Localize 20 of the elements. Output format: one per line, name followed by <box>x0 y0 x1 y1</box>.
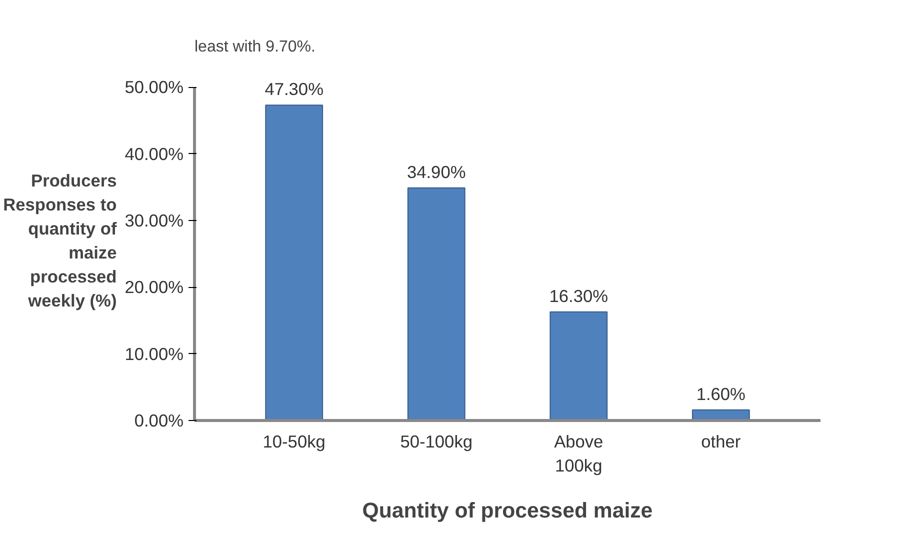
x-tick-label: other <box>701 432 741 452</box>
x-tick-label: 50-100kg <box>400 432 472 452</box>
y-axis-title: Producers Responses to quantity of maize processed weekly (%) <box>3 170 118 310</box>
x-tick-label: 10-50kg <box>262 432 326 452</box>
x-tick-label: Above 100kg <box>554 432 604 476</box>
y-tick-label: 40.00% <box>124 144 184 164</box>
y-tick-label: 50.00% <box>124 77 184 98</box>
y-tick-label: 20.00% <box>124 277 184 298</box>
data-label: 1.60% <box>696 384 746 404</box>
bar <box>265 104 324 420</box>
y-tick-label: 30.00% <box>124 210 184 230</box>
data-label: 16.30% <box>549 286 608 306</box>
text: least with 9.70%. <box>194 38 316 56</box>
y-tick-label: 10.00% <box>124 344 184 364</box>
bar <box>550 311 608 420</box>
x-axis-title: Quantity of processed maize <box>362 498 653 522</box>
data-label: 47.30% <box>264 79 324 100</box>
data-label: 34.90% <box>406 162 466 182</box>
bar <box>407 187 466 420</box>
y-tick-label: 0.00% <box>134 410 184 430</box>
